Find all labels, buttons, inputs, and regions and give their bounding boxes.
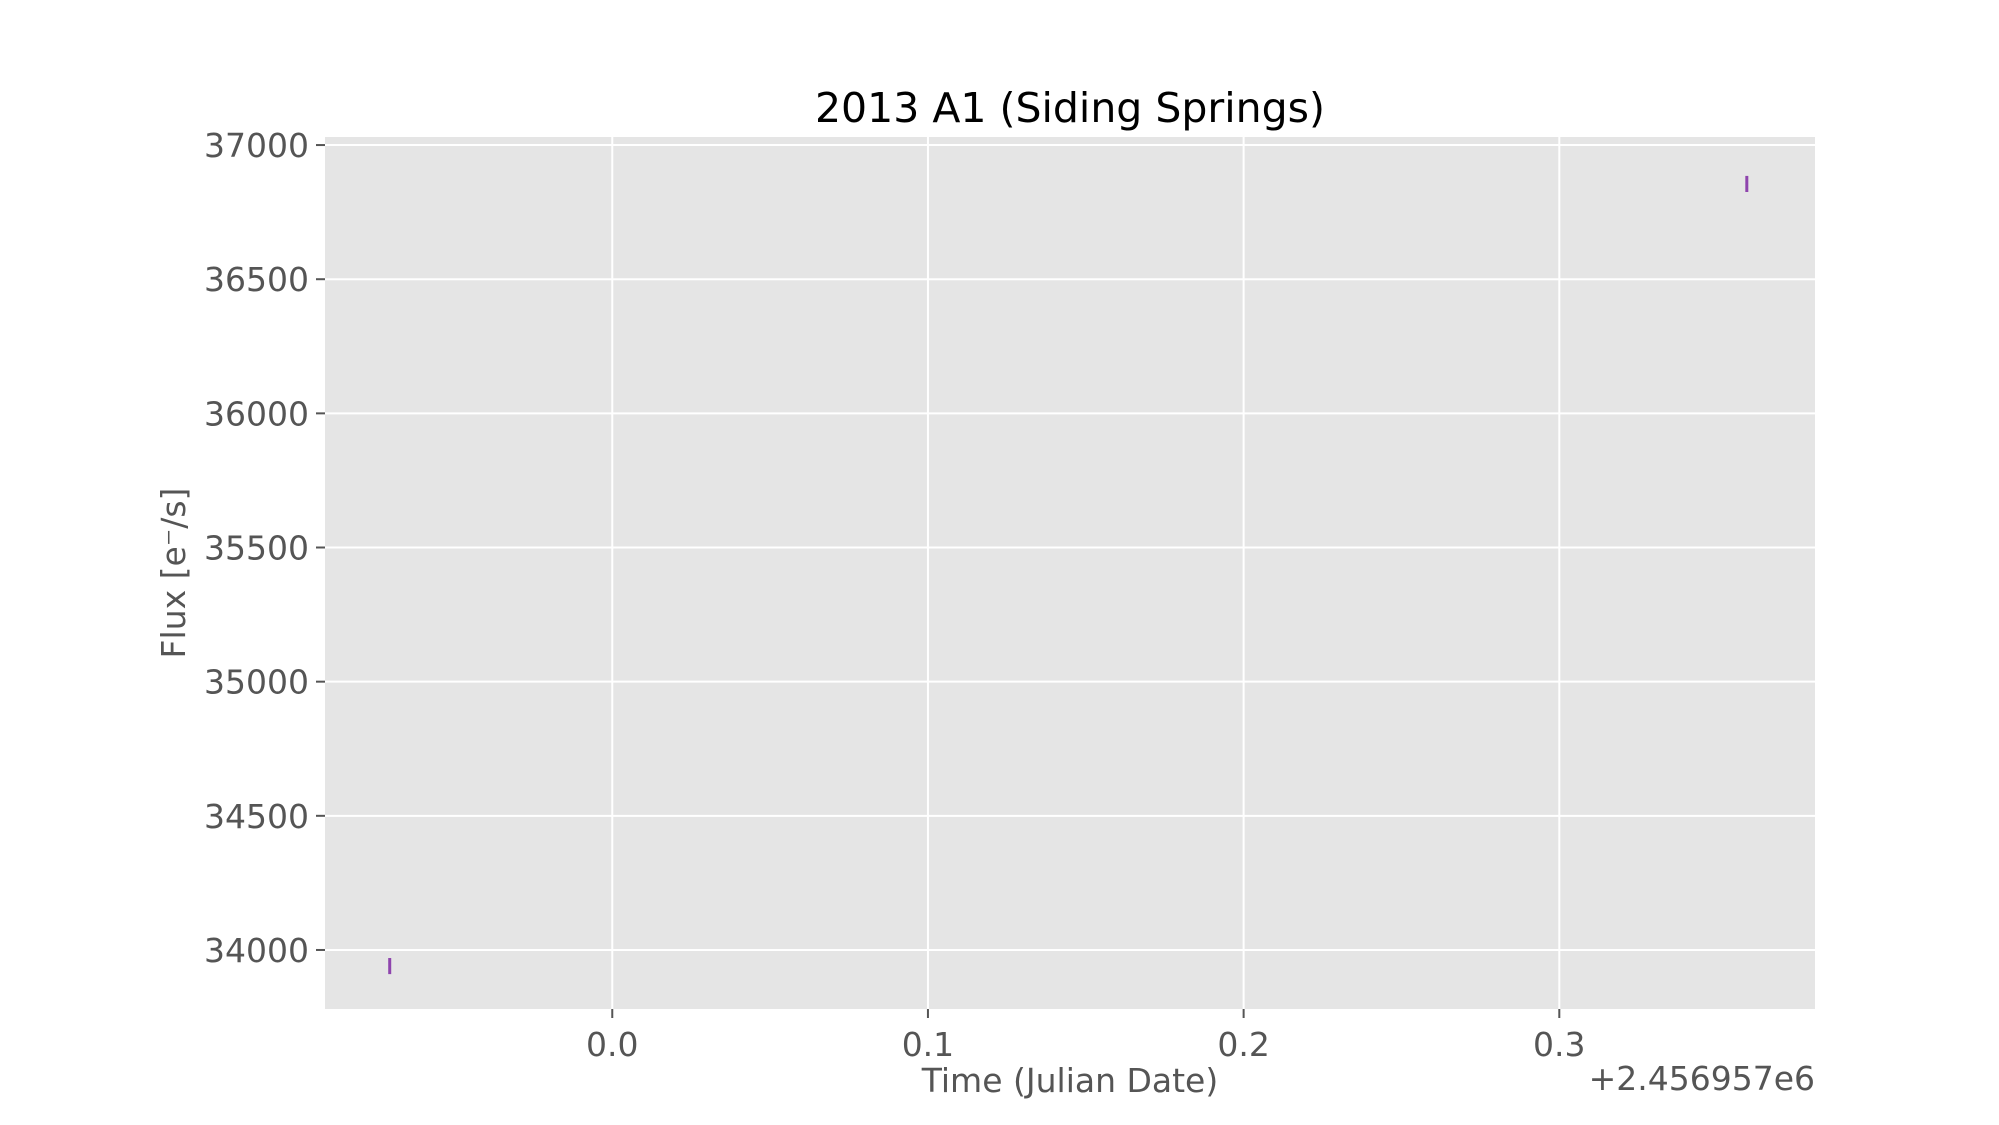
x-axis-label: Time (Julian Date) <box>921 1061 1218 1100</box>
data-points <box>388 175 1749 975</box>
y-tick-label: 36000 <box>204 394 309 433</box>
chart-title: 2013 A1 (Siding Springs) <box>815 84 1325 132</box>
x-tick-label: 0.1 <box>902 1025 954 1064</box>
x-axis-ticks: 0.0 0.1 0.2 0.3 <box>586 1009 1586 1064</box>
y-tick-label: 36500 <box>204 260 309 299</box>
y-tick-label: 37000 <box>204 126 309 165</box>
grid-lines <box>325 137 1815 1009</box>
y-tick-label: 35500 <box>204 529 309 568</box>
plot-area <box>325 137 1815 1009</box>
x-axis-offset-label: +2.456957e6 <box>1589 1059 1815 1098</box>
x-tick-label: 0.2 <box>1217 1025 1269 1064</box>
y-axis-label: Flux [e⁻/s] <box>154 488 193 659</box>
y-tick-label: 34000 <box>204 931 309 970</box>
y-tick-label: 34500 <box>204 797 309 836</box>
y-tick-label: 35000 <box>204 663 309 702</box>
x-tick-label: 0.3 <box>1533 1025 1585 1064</box>
y-axis-ticks: 34000 34500 35000 35500 36000 36500 37000 <box>204 126 325 970</box>
x-tick-label: 0.0 <box>586 1025 638 1064</box>
